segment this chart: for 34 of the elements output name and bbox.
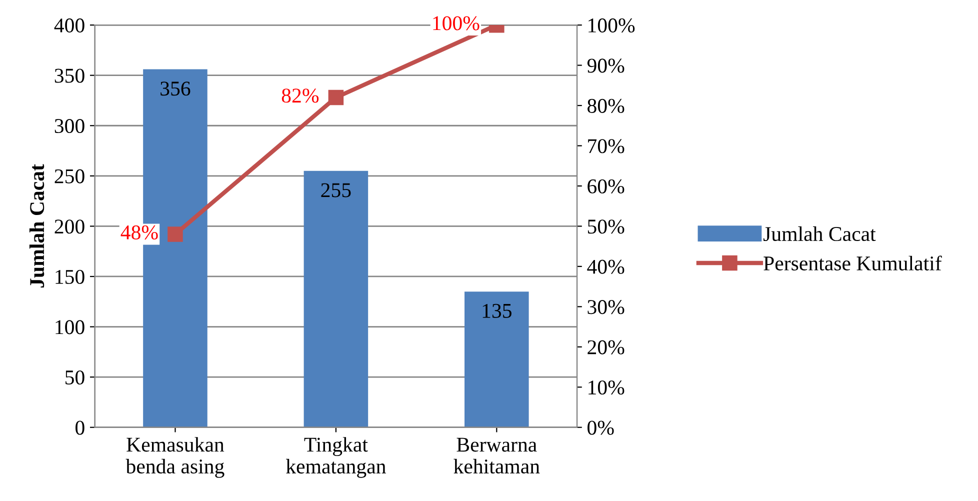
y2-tick-label: 60% bbox=[588, 179, 624, 194]
data-label: 100% bbox=[433, 16, 480, 30]
y-tick-label: 100 bbox=[56, 320, 84, 334]
y-tick-label: 200 bbox=[54, 220, 84, 234]
y-tick-label: 150 bbox=[56, 270, 84, 284]
data-label: 82% bbox=[282, 88, 319, 103]
y2-tick-label: 70% bbox=[588, 139, 624, 154]
bar bbox=[464, 292, 529, 428]
bar bbox=[304, 170, 368, 428]
data-label: 356 bbox=[160, 82, 190, 96]
y-axis-title: Jumlah Cacat bbox=[29, 164, 44, 288]
x-tick-label: Berwarna kehitaman bbox=[454, 438, 540, 474]
y2-tick-label: 90% bbox=[587, 58, 624, 73]
y-tick-label: 400 bbox=[54, 18, 84, 32]
legend-label: Persentase Kumulatif bbox=[764, 256, 942, 270]
y2-tick-label: 10% bbox=[588, 380, 624, 395]
y-tick-label: 350 bbox=[54, 68, 84, 83]
x-tick-label: Kemasukan benda asing bbox=[126, 437, 224, 478]
y2-tick-label: 0% bbox=[588, 420, 614, 435]
data-label: 48% bbox=[120, 225, 158, 240]
y-tick-label: 50 bbox=[66, 370, 84, 384]
y2-tick-label: 30% bbox=[588, 300, 624, 314]
y2-tick-label: 100% bbox=[588, 18, 635, 33]
y2-tick-label: 20% bbox=[588, 340, 624, 354]
y-tick-label: 0 bbox=[76, 420, 84, 435]
y-tick-label: 300 bbox=[54, 119, 84, 134]
y-tick-label: 250 bbox=[54, 169, 84, 184]
y2-tick-label: 50% bbox=[588, 220, 624, 234]
x-tick-label: Tingkat kematangan bbox=[286, 437, 386, 478]
y2-tick-label: 40% bbox=[587, 260, 624, 274]
data-label: 255 bbox=[321, 183, 351, 198]
data-label: 135 bbox=[482, 304, 512, 318]
y2-tick-label: 80% bbox=[588, 98, 624, 114]
legend-label: Jumlah Cacat bbox=[763, 226, 876, 242]
